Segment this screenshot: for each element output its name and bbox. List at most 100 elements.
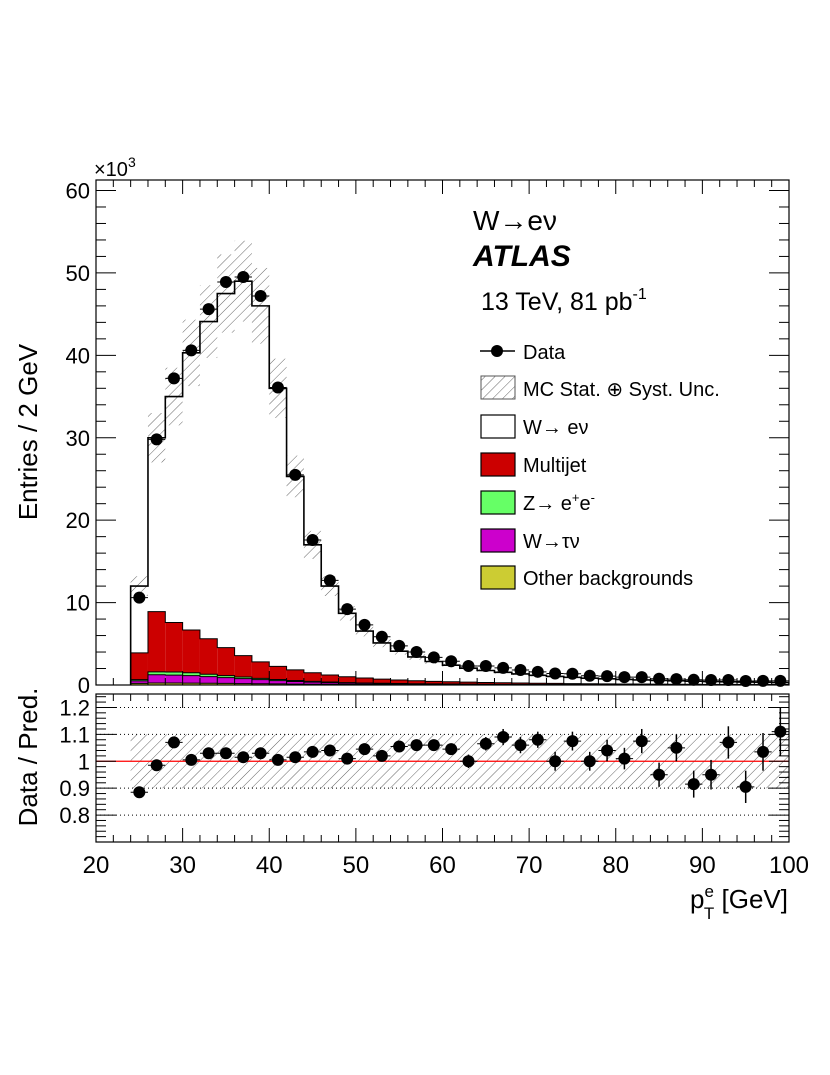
legend-entry-multijet: Multijet	[480, 452, 587, 477]
stack-bar-w	[269, 680, 287, 684]
x-tick-label: 70	[516, 852, 543, 879]
stack-bar-multijet	[355, 678, 374, 683]
stack-bar-w	[147, 674, 166, 683]
data-point	[705, 674, 718, 687]
stack-bar-otherbackgrounds	[251, 683, 270, 685]
data-point	[687, 673, 700, 686]
ratio-point	[185, 753, 198, 766]
stack-bar-we	[287, 476, 304, 669]
ratio-point	[254, 747, 267, 760]
ratio-point	[306, 745, 319, 758]
data-point	[757, 674, 770, 687]
ratio-point	[566, 735, 579, 748]
stack-bar-multijet	[477, 682, 495, 685]
y-tick-label: 50	[66, 261, 90, 286]
ratio-point	[358, 743, 371, 756]
ratio-point	[323, 744, 336, 757]
stack-bar-we	[252, 306, 269, 662]
y-tick-label: 60	[66, 179, 90, 204]
stack-bar-otherbackgrounds	[199, 683, 218, 685]
x-tick-label: 80	[602, 852, 629, 879]
ratio-point	[462, 755, 475, 768]
stack-bar-we	[165, 397, 182, 623]
stack-bar-multijet	[269, 666, 287, 680]
stack-bar-we	[339, 613, 356, 677]
stack-bar-we	[321, 586, 338, 675]
atlas-label: ATLAS	[472, 240, 571, 273]
legend-label: Other backgrounds	[523, 568, 693, 590]
data-point	[133, 591, 146, 604]
ratio-point	[427, 739, 440, 752]
data-point	[150, 433, 163, 446]
ratio-y-tick-label: 1	[78, 749, 90, 774]
data-point	[271, 381, 284, 394]
data-point	[427, 651, 440, 664]
main-plot-frame	[95, 179, 790, 686]
stack-bar-multijet	[425, 681, 443, 684]
y-tick-label: 40	[66, 343, 90, 368]
ratio-point	[757, 745, 770, 758]
ratio-points	[130, 707, 789, 803]
data-point	[445, 655, 458, 668]
stack-bar-otherbackgrounds	[217, 683, 235, 685]
ratio-y-tick-label: 1.1	[59, 722, 90, 747]
data-point	[341, 603, 354, 616]
stack-bar-multijet	[338, 676, 356, 683]
stack-bar-multijet	[234, 655, 252, 678]
stack-bar-multijet	[182, 629, 200, 673]
stack-bar-zee	[182, 672, 200, 676]
legend-entry-w-taunu: W→τν	[480, 528, 580, 553]
data-point	[323, 574, 336, 587]
ratio-point	[133, 786, 146, 799]
stack-bar-multijet	[199, 638, 218, 675]
stack-bar-zee	[165, 671, 183, 676]
stack-bar-we	[183, 353, 200, 630]
stack-bar-multijet	[286, 669, 304, 681]
stack-bar-we	[494, 672, 511, 682]
stack-bar-multijet	[251, 661, 270, 679]
ratio-point	[722, 736, 735, 749]
data-point	[618, 671, 631, 684]
stack-bar-w	[303, 682, 322, 685]
stack-bar-we	[304, 545, 321, 673]
stack-bar-multijet	[147, 611, 166, 672]
y-tick-label: 10	[66, 591, 90, 616]
data-point	[358, 618, 371, 631]
ratio-axes: 0.80.911.11.2 20 30 40 50 60 70 80 90 100	[59, 694, 809, 879]
data-point	[601, 670, 614, 683]
ratio-point	[341, 752, 354, 765]
stack-bar-zee	[251, 678, 270, 680]
data-point	[167, 372, 180, 385]
ratio-point	[618, 752, 631, 765]
ratio-grid	[96, 706, 789, 816]
stack-bar-multijet	[303, 672, 322, 682]
ratio-point	[375, 749, 388, 762]
stack-bar-w	[355, 683, 374, 685]
ratio-point	[705, 768, 718, 781]
data-point	[739, 675, 752, 688]
stack-bar-we	[408, 657, 425, 681]
ratio-point	[150, 759, 163, 772]
y-tick-label: 30	[66, 426, 90, 451]
stack-bar-otherbackgrounds	[147, 682, 166, 685]
ratio-point	[514, 739, 527, 752]
mc-stack	[129, 280, 789, 685]
x-tick-label: 40	[256, 852, 283, 879]
stack-bar-multijet	[511, 683, 530, 685]
ratio-point	[289, 751, 302, 764]
ratio-point	[583, 755, 596, 768]
stack-bar-w	[165, 675, 183, 683]
ratio-point	[635, 735, 648, 748]
legend-label: Multijet	[523, 455, 587, 477]
stack-bar-otherbackgrounds	[182, 683, 200, 685]
legend-entry-uncertainty: MC Stat. ⊕ Syst. Unc.	[480, 375, 720, 401]
stack-bar-zee	[269, 679, 287, 681]
stack-bar-zee	[217, 675, 235, 678]
stack-bar-w	[251, 679, 270, 684]
ratio-point	[167, 736, 180, 749]
stack-bar-multijet	[494, 682, 512, 685]
stack-bar-zee	[147, 671, 166, 675]
stack-bar-we	[356, 631, 373, 678]
stack-bar-we	[391, 651, 408, 680]
stack-bar-we	[200, 322, 217, 639]
